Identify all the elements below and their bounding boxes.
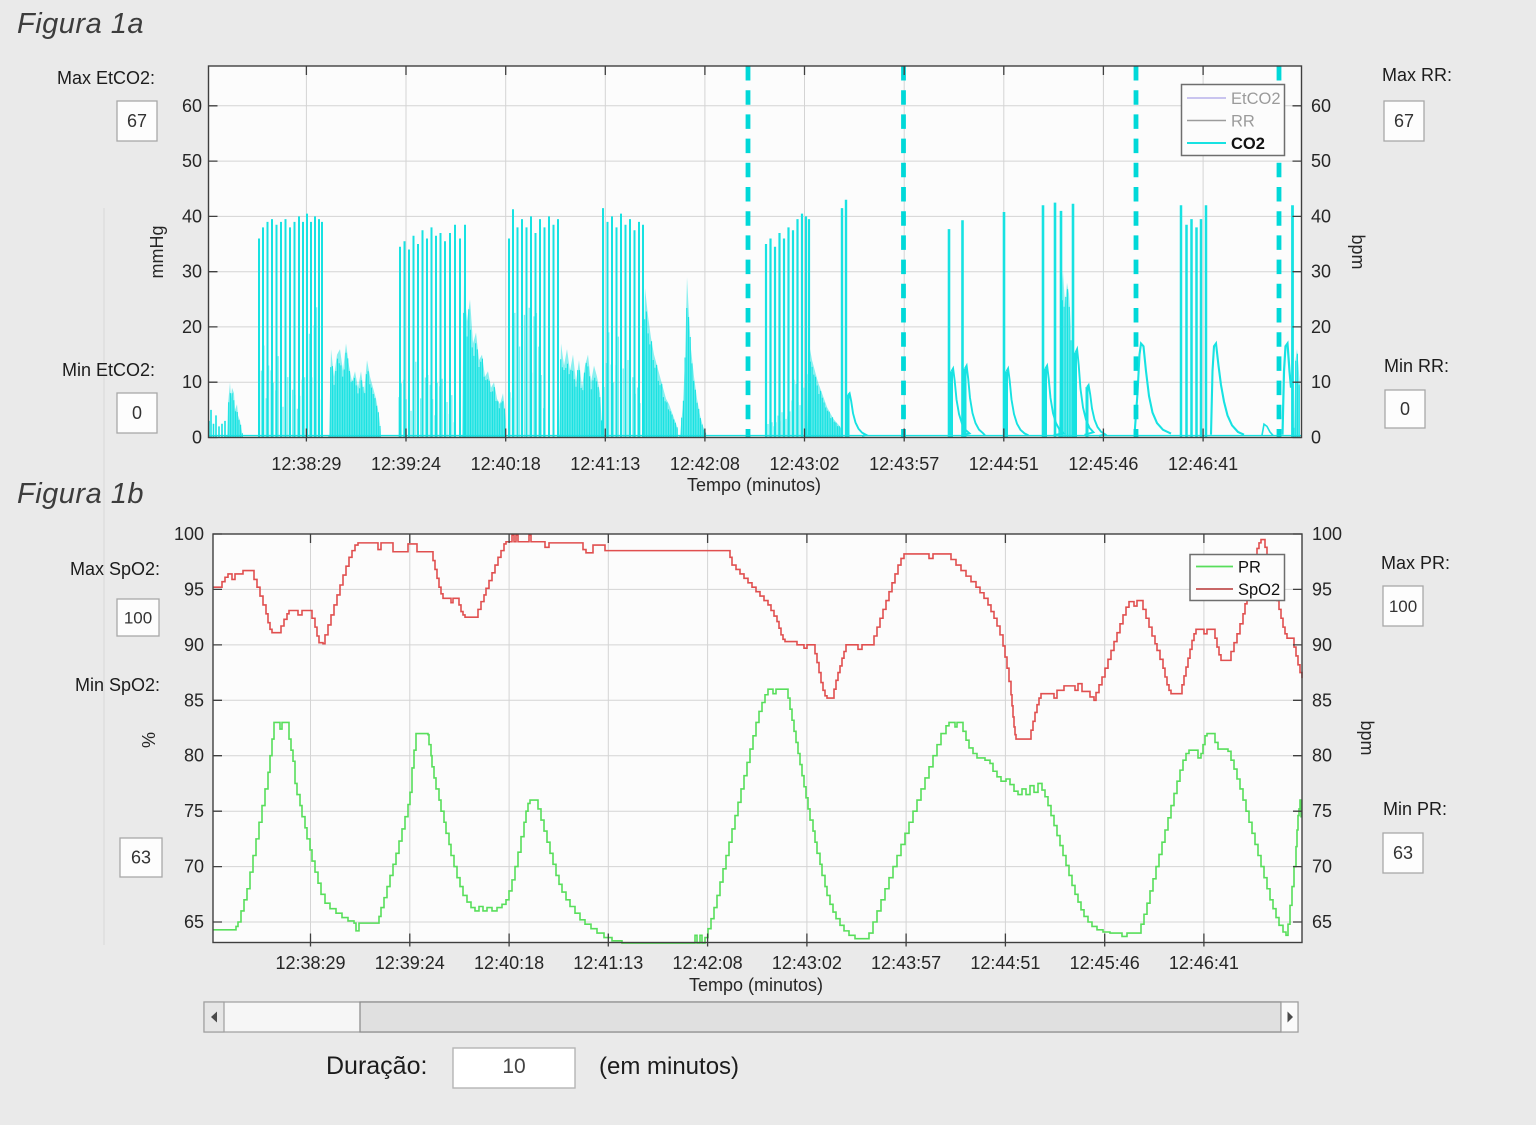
svg-text:90: 90 — [184, 635, 204, 655]
svg-text:0: 0 — [1311, 428, 1321, 448]
svg-text:12:45:46: 12:45:46 — [1070, 953, 1140, 973]
svg-text:60: 60 — [182, 96, 202, 116]
svg-text:12:39:24: 12:39:24 — [375, 953, 445, 973]
svg-text:Max EtCO2:: Max EtCO2: — [57, 68, 155, 88]
svg-text:0: 0 — [1400, 399, 1410, 419]
svg-text:Figura 1a: Figura 1a — [17, 8, 144, 40]
svg-text:12:43:57: 12:43:57 — [869, 454, 939, 474]
svg-text:100: 100 — [1312, 524, 1342, 544]
svg-text:12:38:29: 12:38:29 — [275, 953, 345, 973]
svg-text:95: 95 — [1312, 579, 1332, 599]
svg-text:50: 50 — [1311, 151, 1331, 171]
svg-text:60: 60 — [1311, 96, 1331, 116]
svg-text:0: 0 — [192, 428, 202, 448]
svg-text:Max RR:: Max RR: — [1382, 65, 1452, 85]
svg-text:63: 63 — [1393, 843, 1413, 863]
svg-text:100: 100 — [124, 609, 152, 628]
svg-text:12:44:51: 12:44:51 — [970, 953, 1040, 973]
svg-text:10: 10 — [1311, 372, 1331, 392]
svg-text:10: 10 — [182, 372, 202, 392]
svg-text:85: 85 — [184, 690, 204, 710]
svg-text:75: 75 — [1312, 801, 1332, 821]
svg-text:12:44:51: 12:44:51 — [969, 454, 1039, 474]
svg-text:65: 65 — [1312, 912, 1332, 932]
svg-text:Tempo (minutos): Tempo (minutos) — [687, 475, 821, 495]
svg-text:67: 67 — [127, 111, 147, 131]
svg-text:75: 75 — [184, 801, 204, 821]
svg-text:30: 30 — [182, 262, 202, 282]
svg-text:bpm: bpm — [1348, 234, 1368, 269]
svg-text:0: 0 — [132, 403, 142, 423]
svg-text:12:43:57: 12:43:57 — [871, 953, 941, 973]
svg-text:Max PR:: Max PR: — [1381, 553, 1450, 573]
svg-text:12:42:08: 12:42:08 — [670, 454, 740, 474]
svg-text:65: 65 — [184, 912, 204, 932]
svg-text:EtCO2: EtCO2 — [1231, 90, 1281, 108]
svg-text:90: 90 — [1312, 635, 1332, 655]
svg-text:100: 100 — [1389, 597, 1417, 616]
svg-text:Figura 1b: Figura 1b — [17, 478, 144, 510]
svg-text:Duração:: Duração: — [326, 1052, 427, 1080]
svg-text:67: 67 — [1394, 111, 1414, 131]
svg-text:bpm: bpm — [1357, 720, 1377, 755]
svg-text:12:42:08: 12:42:08 — [673, 953, 743, 973]
svg-text:Max SpO2:: Max SpO2: — [70, 559, 160, 579]
svg-text:20: 20 — [1311, 317, 1331, 337]
svg-text:20: 20 — [182, 317, 202, 337]
svg-text:12:39:24: 12:39:24 — [371, 454, 441, 474]
svg-text:12:43:02: 12:43:02 — [772, 953, 842, 973]
svg-text:40: 40 — [1311, 206, 1331, 226]
svg-text:PR: PR — [1238, 559, 1261, 577]
svg-text:%: % — [139, 732, 159, 748]
svg-text:12:41:13: 12:41:13 — [570, 454, 640, 474]
svg-text:12:45:46: 12:45:46 — [1068, 454, 1138, 474]
svg-text:CO2: CO2 — [1231, 135, 1265, 153]
svg-text:12:40:18: 12:40:18 — [474, 953, 544, 973]
svg-text:Min PR:: Min PR: — [1383, 799, 1447, 819]
svg-text:(em minutos): (em minutos) — [599, 1053, 739, 1080]
svg-text:63: 63 — [131, 848, 151, 868]
svg-text:12:38:29: 12:38:29 — [271, 454, 341, 474]
svg-text:12:46:41: 12:46:41 — [1169, 953, 1239, 973]
svg-text:mmHg: mmHg — [147, 226, 167, 279]
svg-text:12:40:18: 12:40:18 — [471, 454, 541, 474]
svg-text:12:41:13: 12:41:13 — [573, 953, 643, 973]
svg-text:70: 70 — [1312, 857, 1332, 877]
svg-text:100: 100 — [174, 524, 204, 544]
svg-text:70: 70 — [184, 857, 204, 877]
svg-text:10: 10 — [502, 1055, 525, 1078]
svg-text:RR: RR — [1231, 113, 1255, 131]
svg-text:50: 50 — [182, 151, 202, 171]
svg-text:85: 85 — [1312, 690, 1332, 710]
svg-text:SpO2: SpO2 — [1238, 581, 1280, 599]
svg-text:12:43:02: 12:43:02 — [769, 454, 839, 474]
svg-text:Min EtCO2:: Min EtCO2: — [62, 360, 155, 380]
svg-text:30: 30 — [1311, 262, 1331, 282]
svg-text:Min RR:: Min RR: — [1384, 356, 1449, 376]
svg-text:Min SpO2:: Min SpO2: — [75, 675, 160, 695]
svg-text:95: 95 — [184, 579, 204, 599]
svg-text:80: 80 — [184, 746, 204, 766]
svg-text:40: 40 — [182, 206, 202, 226]
svg-text:80: 80 — [1312, 746, 1332, 766]
svg-text:12:46:41: 12:46:41 — [1168, 454, 1238, 474]
svg-text:Tempo (minutos): Tempo (minutos) — [689, 975, 823, 995]
